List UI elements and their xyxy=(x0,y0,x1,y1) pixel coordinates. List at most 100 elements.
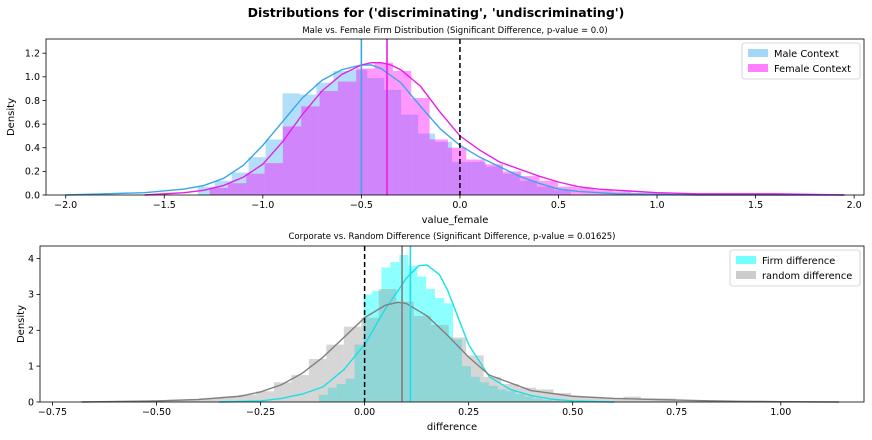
y-tick-label: 0.0 xyxy=(25,190,40,201)
y-tick-label: 0.2 xyxy=(25,167,40,178)
histogram-bar xyxy=(209,187,228,195)
x-axis-label: difference xyxy=(427,422,477,433)
histogram-bar xyxy=(484,164,503,195)
x-tick-label: 0.50 xyxy=(562,407,583,418)
histogram-bar xyxy=(374,62,393,195)
histogram-bar xyxy=(501,384,519,402)
histogram-bar xyxy=(350,69,368,195)
histogram-male-context xyxy=(197,69,571,195)
y-tick-label: 0.8 xyxy=(25,96,40,107)
legend-label: random difference xyxy=(762,271,852,282)
histogram-bar xyxy=(485,166,503,195)
histogram-bar xyxy=(431,324,449,402)
histogram-bar xyxy=(553,190,571,195)
histogram-bar xyxy=(401,114,419,195)
histogram-bar xyxy=(372,290,382,402)
y-tick-label: 0 xyxy=(28,397,34,408)
legend-label: Female Context xyxy=(774,64,851,75)
histogram-bar xyxy=(336,384,346,402)
histogram-bar xyxy=(221,396,239,402)
x-tick-label: 2.0 xyxy=(847,200,862,211)
histogram-bar xyxy=(343,326,362,402)
histogram-female-context xyxy=(209,62,815,195)
histogram-bar xyxy=(506,391,516,402)
y-tick-label: 1.2 xyxy=(25,48,40,59)
histogram-bar xyxy=(264,163,283,195)
histogram-bar xyxy=(542,399,552,402)
histogram-bar xyxy=(227,183,247,195)
histogram-bar xyxy=(470,376,480,402)
histogram-bar xyxy=(390,262,400,402)
histogram-bar xyxy=(333,70,351,195)
legend: Firm difference random difference xyxy=(729,249,861,287)
y-tick-label: 1.0 xyxy=(25,72,40,83)
kde-curve xyxy=(81,301,840,403)
histogram-bar xyxy=(448,337,467,402)
x-tick-label: 0.5 xyxy=(551,200,566,211)
legend-swatch xyxy=(748,64,768,72)
histogram-bar xyxy=(447,147,467,195)
histogram-bar xyxy=(524,396,534,402)
histogram-bar xyxy=(203,398,222,402)
histogram-bar xyxy=(413,315,432,402)
histogram-bar xyxy=(453,339,462,402)
histogram-bar xyxy=(675,400,694,402)
histogram-bar xyxy=(551,400,561,402)
histogram-bar xyxy=(392,70,412,195)
histogram-bar xyxy=(521,176,540,195)
legend: Male Context Female Context xyxy=(741,42,861,80)
histogram-bar xyxy=(248,157,266,195)
histogram-random-difference xyxy=(81,289,834,402)
histogram-bar xyxy=(238,394,257,402)
histogram-bar xyxy=(316,82,334,195)
x-tick-label: −1.0 xyxy=(251,200,274,211)
histogram-bar xyxy=(246,173,265,195)
histogram-bar xyxy=(384,89,402,195)
histogram-bar xyxy=(488,385,498,402)
legend-swatch xyxy=(736,256,756,264)
legend-swatch xyxy=(736,271,756,279)
y-axis-label: Density xyxy=(16,305,27,343)
y-tick-label: 2 xyxy=(28,326,34,337)
x-tick-label: −0.5 xyxy=(350,200,373,211)
histogram-bar xyxy=(417,276,427,402)
histogram-bar xyxy=(536,186,554,195)
y-tick-label: 1 xyxy=(28,361,34,372)
histogram-bar xyxy=(282,126,302,195)
histogram-bar xyxy=(326,344,344,402)
histogram-bar xyxy=(408,265,418,402)
histogram-bar xyxy=(571,396,589,402)
histogram-bar xyxy=(461,366,471,402)
histogram-bar xyxy=(345,378,355,402)
histogram-bar xyxy=(435,298,445,402)
histogram-bar xyxy=(468,161,486,195)
histogram-bar xyxy=(354,344,364,402)
x-tick-label: 0.25 xyxy=(458,407,479,418)
y-tick-label: 0.6 xyxy=(25,119,40,130)
x-tick-label: 0.0 xyxy=(452,200,467,211)
x-tick-label: −1.5 xyxy=(153,200,176,211)
histogram-bar xyxy=(318,394,328,402)
histogram-bar xyxy=(291,375,309,402)
kde-curve xyxy=(144,61,845,196)
y-tick-label: 4 xyxy=(28,254,34,265)
histogram-bar xyxy=(361,317,379,402)
histogram-bar xyxy=(497,389,507,402)
histogram-bar xyxy=(605,398,624,402)
histogram-bar xyxy=(640,398,659,402)
histogram-bar xyxy=(515,394,525,402)
histogram-bar xyxy=(483,376,502,402)
histogram-bar xyxy=(256,391,274,402)
x-tick-label: 0.00 xyxy=(354,407,375,418)
chart-title: Male vs. Female Firm Distribution (Signi… xyxy=(302,26,607,36)
legend-box xyxy=(729,249,861,287)
x-tick-label: 1.00 xyxy=(770,407,791,418)
x-tick-label: −0.75 xyxy=(38,407,67,418)
legend-box xyxy=(741,42,861,80)
y-tick-label: 0.4 xyxy=(25,143,40,154)
x-tick-label: −0.25 xyxy=(246,407,275,418)
histogram-bar xyxy=(337,81,357,195)
histogram-bar xyxy=(231,172,249,195)
histogram-bar xyxy=(533,398,543,402)
